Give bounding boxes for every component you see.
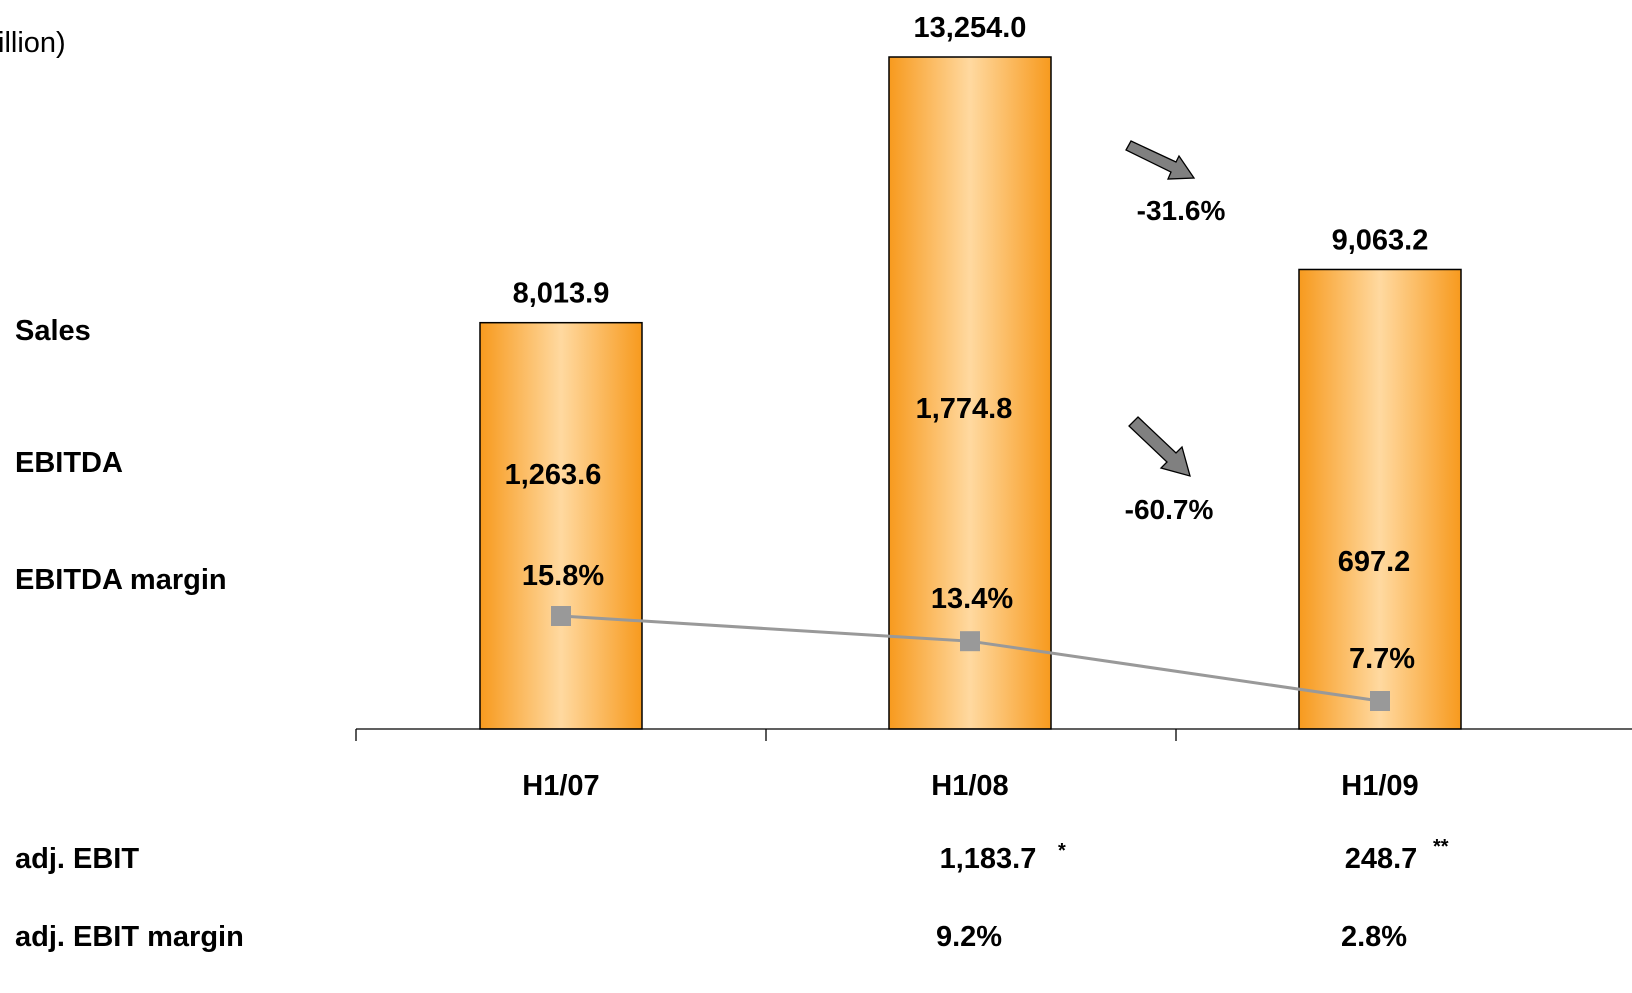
adj-ebit-h1-09: 248.7	[1345, 843, 1418, 875]
data-labels: 8,013.9 13,254.0 9,063.2 1,263.6 1,774.8 697.…	[505, 12, 1429, 675]
ebitda-change-label: -60.7%	[1125, 494, 1214, 525]
margin-point-marker	[551, 606, 571, 626]
sales-value-label: 9,063.2	[1332, 224, 1429, 256]
adj-ebit-h1-08-note: *	[1058, 840, 1066, 862]
ebitda-margin-label: 7.7%	[1349, 643, 1415, 675]
ebitda-margin-line	[551, 606, 1390, 711]
ebitda-change-arrow-icon	[1128, 416, 1191, 477]
adj-ebit-margin-h1-09: 2.8%	[1341, 921, 1407, 953]
ebitda-value-label: 697.2	[1338, 546, 1411, 578]
row-label-adj-ebit-margin: adj. EBIT margin	[15, 921, 244, 953]
sales-bar-h1-09	[1298, 268, 1462, 730]
row-label-ebitda-margin: EBITDA margin	[15, 564, 227, 596]
margin-point-marker	[960, 631, 980, 652]
bars-layer	[479, 56, 1462, 730]
sales-bar-h1-08	[888, 56, 1052, 730]
ebitda-value-label: 1,774.8	[916, 393, 1013, 425]
unit-label: illion)	[0, 27, 66, 59]
x-axis: H1/07 H1/08 H1/09	[355, 728, 1632, 802]
sales-value-label: 13,254.0	[914, 12, 1027, 44]
x-tick-label: H1/09	[1341, 770, 1418, 802]
row-labels: Sales EBITDA EBITDA margin adj. EBIT adj…	[15, 315, 244, 953]
x-tick-label: H1/08	[931, 770, 1008, 802]
adj-ebit-margin-row: 9.2% 2.8%	[936, 921, 1407, 953]
ebitda-margin-label: 13.4%	[931, 583, 1013, 615]
adj-ebit-row: 1,183.7 * 248.7 **	[940, 836, 1449, 875]
adj-ebit-h1-09-note: **	[1433, 836, 1449, 858]
x-tick-label: H1/07	[522, 770, 599, 802]
row-label-adj-ebit: adj. EBIT	[15, 843, 139, 875]
adj-ebit-h1-08: 1,183.7	[940, 843, 1037, 875]
sales-change-label: -31.6%	[1137, 195, 1226, 226]
sales-bar-h1-07	[479, 321, 643, 730]
sales-value-label: 8,013.9	[513, 278, 610, 310]
adj-ebit-margin-h1-08: 9.2%	[936, 921, 1002, 953]
ebitda-margin-label: 15.8%	[522, 560, 604, 592]
row-label-sales: Sales	[15, 315, 91, 347]
row-label-ebitda: EBITDA	[15, 447, 123, 479]
ebitda-value-label: 1,263.6	[505, 459, 602, 491]
sales-change-arrow-icon	[1125, 140, 1196, 180]
margin-point-marker	[1370, 691, 1390, 711]
